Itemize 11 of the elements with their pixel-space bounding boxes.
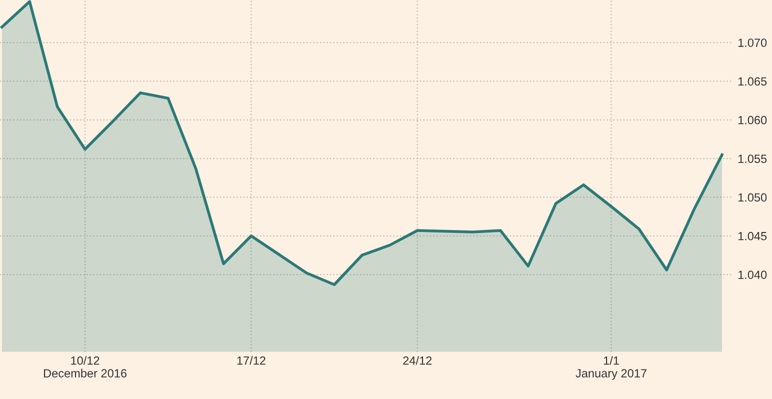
y-tick-label: 1.060 (738, 116, 767, 124)
y-tick-label: 1.050 (738, 193, 767, 202)
y-tick-label: 1.070 (738, 38, 767, 47)
x-tick-label: 17/12 (237, 356, 266, 365)
x-tick-label: 24/12 (403, 356, 432, 365)
y-tick-label: 1.040 (738, 270, 767, 279)
y-tick-label: 1.045 (738, 232, 767, 240)
x-tick-label: 10/12 December 2016 (44, 356, 127, 378)
x-tick-label: 1/1 January 2017 (576, 356, 646, 380)
y-tick-label: 1.065 (738, 77, 767, 86)
y-tick-label: 1.055 (738, 154, 767, 163)
